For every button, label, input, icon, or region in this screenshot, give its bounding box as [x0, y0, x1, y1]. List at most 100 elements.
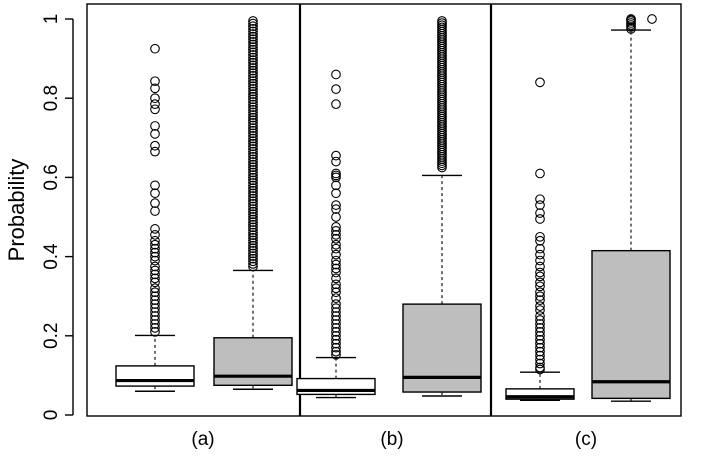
outlier-point: [248, 144, 258, 154]
outlier-point: [150, 326, 160, 337]
outlier-point: [626, 14, 636, 24]
outlier-point: [331, 156, 341, 167]
outlier-point: [248, 162, 258, 173]
outlier-point: [150, 291, 160, 302]
outlier-point: [248, 178, 258, 188]
outlier-point: [248, 120, 258, 131]
outlier-point: [535, 168, 545, 179]
outlier-point: [248, 217, 258, 227]
box-white: [296, 69, 376, 399]
outlier-point: [248, 238, 258, 248]
outlier-point: [331, 170, 341, 181]
outlier-point: [248, 39, 258, 50]
outlier-point: [248, 42, 258, 52]
outlier-point: [248, 196, 258, 207]
outlier-point: [150, 146, 160, 157]
outlier-point: [331, 293, 341, 304]
outlier-point: [248, 185, 258, 196]
box-gray: [591, 14, 671, 402]
outlier-point: [248, 21, 258, 32]
outlier-point: [248, 191, 258, 201]
outlier-point: [535, 255, 545, 266]
outlier-point: [535, 77, 545, 88]
plot-frame: [86, 3, 682, 417]
outlier-point: [248, 128, 258, 139]
outlier-point: [535, 330, 545, 341]
box-body: [115, 365, 195, 387]
outlier-point: [248, 209, 258, 220]
outlier-point: [331, 243, 341, 254]
outlier-point: [248, 225, 258, 235]
outlier-point: [150, 269, 160, 280]
outlier-point: [150, 307, 160, 317]
outlier-point: [248, 86, 258, 97]
outlier-point: [331, 226, 341, 236]
outlier-point: [331, 233, 341, 244]
outlier-point: [150, 251, 160, 262]
y-axis: 0 0.2 0.4 0.6 0.8 1: [41, 14, 74, 420]
outlier-point: [535, 334, 545, 345]
outlier-point: [248, 112, 258, 123]
outlier-point: [150, 121, 160, 131]
outlier-point: [248, 149, 258, 160]
outlier-point: [248, 47, 258, 58]
outlier-point: [248, 248, 258, 259]
outlier-point: [248, 73, 258, 84]
outlier-point: [248, 170, 258, 180]
outlier-point: [248, 104, 258, 115]
outlier-point: [331, 334, 341, 345]
outlier-point: [248, 60, 258, 71]
box-gray: [402, 16, 482, 397]
outlier-point: [248, 68, 258, 79]
outlier-point: [248, 232, 258, 243]
outlier-point: [248, 167, 258, 178]
box-body: [505, 388, 575, 400]
outlier-point: [248, 251, 258, 261]
outlier-point: [535, 323, 545, 333]
outlier-point: [248, 99, 258, 110]
outlier-point: [535, 364, 545, 375]
outlier-point: [150, 235, 160, 246]
outlier-point: [248, 107, 258, 118]
plot-border: [86, 3, 682, 417]
outlier-point: [248, 261, 258, 272]
outlier-point: [150, 198, 160, 208]
outlier-point: [331, 255, 341, 266]
outlier-point: [248, 138, 258, 149]
box-body: [213, 337, 293, 386]
outlier-point: [248, 133, 258, 144]
outlier-point: [248, 55, 258, 66]
outlier-point: [150, 104, 160, 115]
outlier-point: [535, 338, 545, 349]
outlier-point: [248, 94, 258, 105]
outlier-point: [248, 212, 258, 222]
outlier-point: [331, 249, 341, 260]
outlier-point: [248, 183, 258, 193]
outlier-point: [535, 208, 545, 218]
outlier-point: [248, 97, 258, 107]
outlier-point: [331, 287, 341, 298]
y-axis-title: Probability: [4, 159, 29, 262]
outlier-point: [248, 31, 258, 42]
outlier-point: [248, 76, 258, 86]
outlier-point: [535, 249, 545, 260]
outlier-point: [331, 307, 341, 317]
outlier-point: [248, 188, 258, 199]
outlier-point: [331, 172, 341, 183]
outlier-point: [535, 271, 545, 282]
outlier-point: [248, 65, 258, 76]
outlier-point: [248, 29, 258, 39]
outlier-point: [331, 229, 341, 240]
panel-1: [296, 16, 482, 399]
box-gray: [213, 16, 293, 390]
outlier-point: [248, 84, 258, 94]
outlier-point: [248, 159, 258, 170]
outlier-point: [331, 222, 341, 232]
outlier-point: [248, 89, 258, 99]
outlier-point: [248, 141, 258, 152]
outlier-point: [331, 204, 341, 214]
panel-label: (b): [380, 429, 403, 450]
outlier-point: [150, 265, 160, 276]
outlier-point: [535, 261, 545, 272]
outlier-point: [331, 200, 341, 210]
